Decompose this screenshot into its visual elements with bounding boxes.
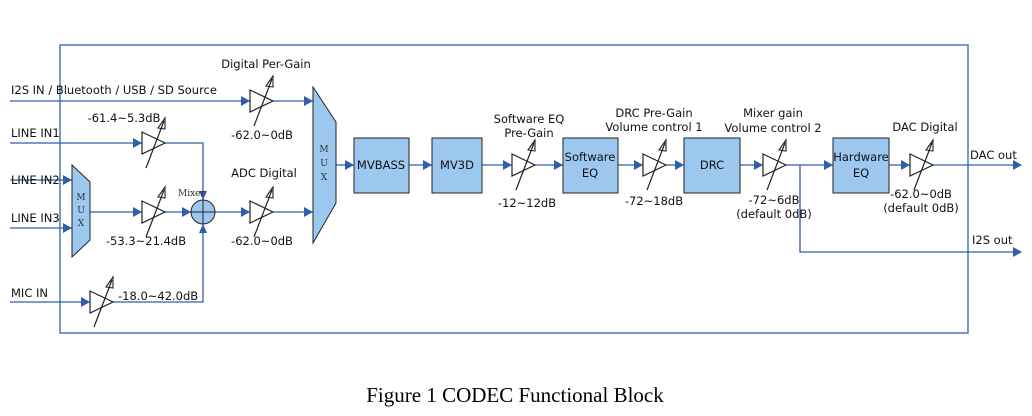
- arrow-icon: [634, 160, 643, 170]
- gain-title: Pre-Gain: [504, 126, 553, 140]
- arrow-icon: [63, 223, 72, 233]
- mux-letter: U: [320, 159, 328, 169]
- gain-title: Volume control 2: [724, 121, 821, 135]
- variable-gain-arrow-icon: [265, 74, 274, 88]
- mux-letter: M: [319, 145, 328, 155]
- amplifier-icon: [141, 200, 167, 224]
- arrow-icon: [901, 160, 910, 170]
- amplifier-icon: [249, 89, 275, 113]
- amplifier-icon: [249, 200, 275, 224]
- arrow-icon: [304, 96, 313, 106]
- arrow-icon: [554, 160, 563, 170]
- input-label-line1: LINE IN1: [11, 126, 60, 140]
- variable-gain-arrow-icon: [527, 138, 536, 152]
- drc-label: DRC: [700, 158, 724, 172]
- hardware-eq-label: EQ: [853, 166, 869, 180]
- arrow-icon: [241, 207, 250, 217]
- variable-gain-arrow-icon: [925, 138, 934, 152]
- gain-title: Mixer gain: [743, 106, 803, 120]
- gain-title: Software EQ: [494, 112, 565, 126]
- variable-gain-arrow-icon: [105, 275, 114, 289]
- mux-letter: X: [321, 173, 328, 183]
- arrow-icon: [199, 224, 207, 233]
- output-label-dac: DAC out: [970, 148, 1017, 162]
- amplifier-icon: [762, 153, 788, 177]
- software-eq-block: [562, 137, 619, 194]
- gain-title: ADC Digital: [231, 166, 297, 180]
- gain-range: -61.4~5.3dB: [88, 111, 161, 125]
- arrow-icon: [1013, 247, 1022, 257]
- arrow-icon: [503, 160, 512, 170]
- input-mux: [71, 163, 91, 259]
- gain-title: Digital Per-Gain: [221, 57, 311, 71]
- signal-wire: [113, 224, 204, 303]
- signal-wire: [165, 142, 204, 200]
- gain-default: (default 0dB): [736, 207, 812, 221]
- arrow-icon: [345, 160, 354, 170]
- amplifier-icon: [642, 153, 668, 177]
- mux-letter: U: [77, 206, 85, 216]
- mux-letter: M: [76, 193, 85, 203]
- mixer-label: Mixer: [178, 189, 205, 199]
- amplifier-icon: [89, 290, 115, 314]
- variable-gain-arrow-icon: [658, 138, 667, 152]
- arrow-icon: [63, 175, 72, 185]
- gain-range: -18.0~42.0dB: [118, 289, 198, 303]
- gain-range: -62.0~0dB: [890, 187, 952, 201]
- signal-wire: [799, 165, 1020, 253]
- hardware-eq-block: [832, 137, 890, 194]
- input-label-line2: LINE IN2: [11, 173, 60, 187]
- amplifier-icon: [909, 153, 935, 177]
- amplifiers: [89, 74, 935, 328]
- input-label-line3: LINE IN3: [11, 211, 60, 225]
- mux-letter: X: [78, 219, 85, 229]
- wires: [10, 96, 1022, 307]
- arrow-icon: [241, 96, 250, 106]
- gain-range: -12~12dB: [498, 196, 556, 210]
- arrow-icon: [182, 207, 191, 217]
- arrow-icon: [675, 160, 684, 170]
- variable-gain-arrow-icon: [157, 185, 166, 199]
- gain-range: -62.0~0dB: [231, 128, 293, 142]
- mvbass-label: MVBASS: [357, 158, 405, 172]
- arrow-icon: [304, 207, 313, 217]
- mv3d-block: [431, 137, 483, 194]
- arrow-icon: [81, 297, 90, 307]
- arrow-icon: [1013, 160, 1022, 170]
- amplifier-icon: [141, 131, 167, 155]
- gain-range: -62.0~0dB: [231, 234, 293, 248]
- figure-caption: Figure 1 CODEC Functional Block: [366, 383, 664, 407]
- arrow-icon: [824, 160, 833, 170]
- mvbass-block: [353, 137, 410, 194]
- variable-gain-arrow-icon: [157, 116, 166, 130]
- main-mux: [312, 85, 337, 245]
- mv3d-label: MV3D: [440, 158, 474, 172]
- gain-default: (default 0dB): [883, 201, 959, 215]
- output-label-i2s: I2S out: [972, 233, 1013, 247]
- gain-title: DRC Pre-Gain: [615, 106, 692, 120]
- variable-gain-arrow-icon: [778, 138, 787, 152]
- gain-range: -53.3~21.4dB: [106, 234, 186, 248]
- hardware-eq-label: Hardware: [833, 150, 889, 164]
- arrow-icon: [754, 160, 763, 170]
- arrow-icon: [423, 160, 432, 170]
- arrow-icon: [133, 207, 142, 217]
- software-eq-label: Software: [565, 150, 616, 164]
- arrow-icon: [199, 191, 207, 200]
- software-eq-label: EQ: [582, 166, 598, 180]
- gain-title: DAC Digital: [892, 120, 957, 134]
- gain-range: -72~6dB: [749, 193, 800, 207]
- arrow-icon: [133, 138, 142, 148]
- input-label-mic: MIC IN: [11, 286, 48, 300]
- input-label-i2s: I2S IN / Bluetooth / USB / SD Source: [11, 83, 217, 97]
- amplifier-icon: [511, 153, 537, 177]
- drc-block: [683, 137, 741, 194]
- variable-gain-arrow-icon: [265, 185, 274, 199]
- codec-frame: [59, 44, 969, 334]
- gain-range: -72~18dB: [625, 194, 683, 208]
- gain-title: Volume control 1: [605, 120, 702, 134]
